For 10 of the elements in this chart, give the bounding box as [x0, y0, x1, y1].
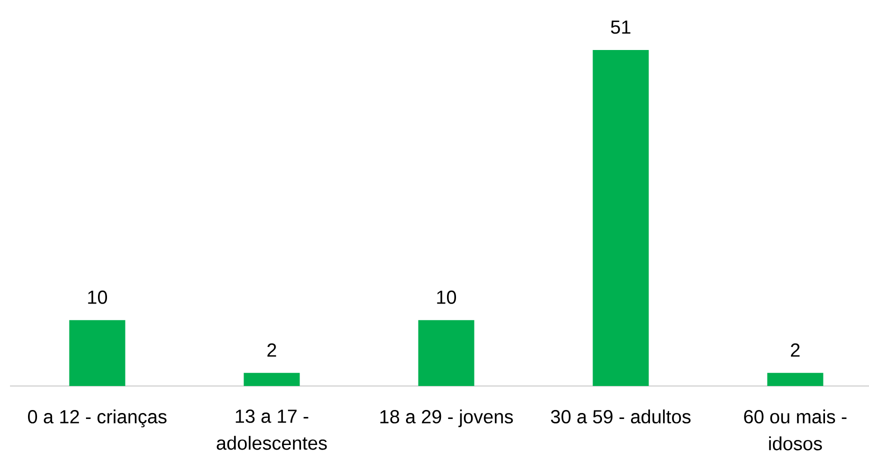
x-tick-label: 30 a 59 - adultos — [550, 410, 691, 424]
x-tick-label: 13 a 17 - adolescentes — [216, 410, 327, 450]
data-label: 10 — [437, 290, 456, 304]
x-tick-label: 0 a 12 - crianças — [28, 410, 167, 428]
data-label: 2 — [790, 343, 800, 357]
x-tick-label: 18 a 29 - jovens — [380, 410, 513, 428]
x-tick-label: 60 ou mais - idosos — [744, 410, 846, 450]
data-label: 51 — [610, 20, 630, 34]
data-label: 10 — [88, 290, 108, 304]
data-label: 2 — [267, 343, 276, 357]
